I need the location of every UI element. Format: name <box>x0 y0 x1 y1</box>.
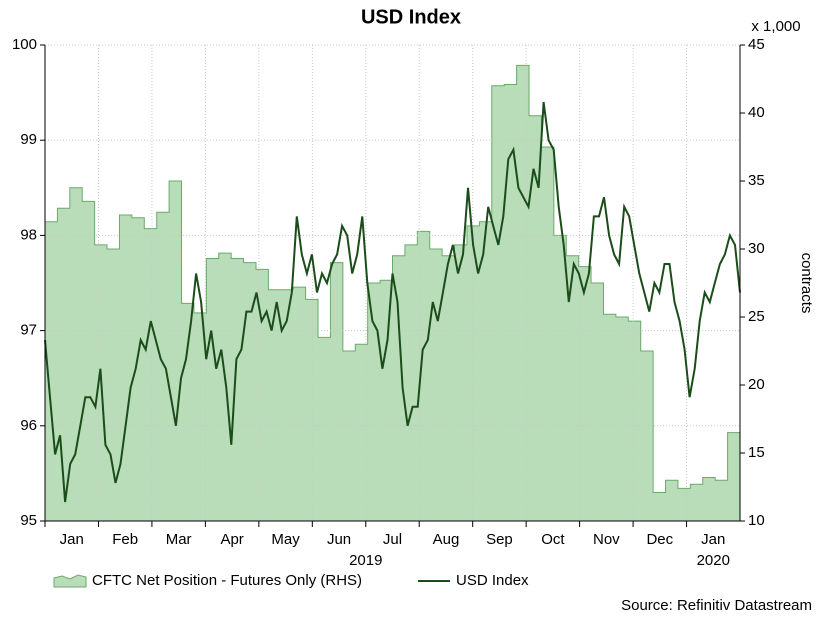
y2-tick-label: 35 <box>748 172 765 189</box>
y-tick-label: 97 <box>20 322 37 339</box>
y-tick-label: 98 <box>20 226 37 243</box>
source-note: Source: Refinitiv Datastream <box>621 597 812 614</box>
y-tick-label: 96 <box>20 417 37 434</box>
y2-tick-label: 25 <box>748 308 765 325</box>
y2-tick-label: 40 <box>748 104 765 121</box>
x-tick-label: Apr <box>220 531 243 548</box>
y2-tick-label: 15 <box>748 444 765 461</box>
y-tick-label: 99 <box>20 131 37 148</box>
y2-unit: x 1,000 <box>751 18 800 35</box>
legend-label: USD Index <box>456 572 529 589</box>
y-tick-label: 95 <box>20 512 37 529</box>
y2-axis-label: contracts <box>798 253 815 314</box>
legend-label: CFTC Net Position - Futures Only (RHS) <box>92 572 362 589</box>
y-tick-label: 100 <box>12 36 37 53</box>
year-label: 2020 <box>697 552 730 569</box>
x-tick-label: Jan <box>60 531 84 548</box>
x-tick-label: Oct <box>541 531 565 548</box>
x-tick-label: Feb <box>112 531 138 548</box>
x-tick-label: Nov <box>593 531 620 548</box>
x-tick-label: Jul <box>383 531 402 548</box>
x-tick-label: Aug <box>433 531 460 548</box>
year-label: 2019 <box>349 552 382 569</box>
y2-tick-label: 45 <box>748 36 765 53</box>
x-tick-label: Dec <box>646 531 673 548</box>
y2-tick-label: 10 <box>748 512 765 529</box>
x-tick-label: May <box>271 531 300 548</box>
usd-line <box>44 101 741 503</box>
x-tick-label: Mar <box>166 531 192 548</box>
chart-title: USD Index <box>361 6 461 28</box>
y2-tick-label: 30 <box>748 240 765 257</box>
y2-tick-label: 20 <box>748 376 765 393</box>
x-tick-label: Sep <box>486 531 513 548</box>
cftc-area <box>44 64 741 522</box>
legend-area-icon <box>53 574 87 588</box>
x-tick-label: Jun <box>327 531 351 548</box>
x-tick-label: Jan <box>701 531 725 548</box>
